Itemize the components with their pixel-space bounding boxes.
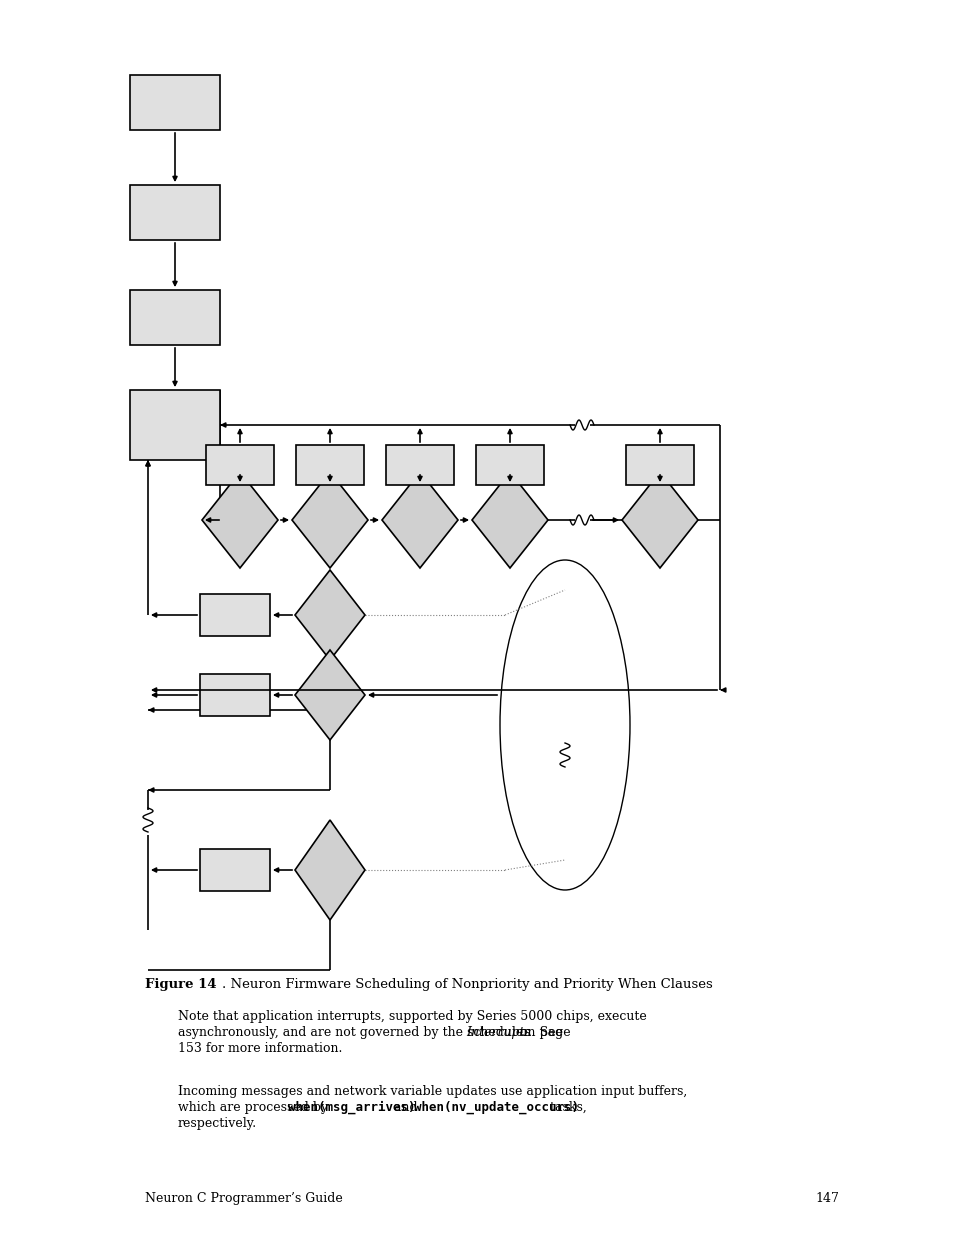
Bar: [200, 674, 270, 716]
Bar: [130, 185, 220, 240]
Text: Note that application interrupts, supported by Series 5000 chips, execute: Note that application interrupts, suppor…: [178, 1010, 646, 1023]
Polygon shape: [294, 650, 365, 740]
Text: which are processed by: which are processed by: [178, 1100, 332, 1114]
Polygon shape: [472, 472, 547, 568]
Bar: [295, 445, 364, 485]
Text: Incoming messages and network variable updates use application input buffers,: Incoming messages and network variable u…: [178, 1086, 686, 1098]
Text: . Neuron Firmware Scheduling of Nonpriority and Priority When Clauses: . Neuron Firmware Scheduling of Nonprior…: [222, 978, 712, 990]
Text: asynchronously, and are not governed by the scheduler.  See: asynchronously, and are not governed by …: [178, 1026, 566, 1039]
Text: and: and: [390, 1100, 421, 1114]
Polygon shape: [294, 571, 365, 659]
Polygon shape: [621, 472, 698, 568]
Text: Figure 14: Figure 14: [145, 978, 216, 990]
Text: Interrupts: Interrupts: [465, 1026, 530, 1039]
Polygon shape: [294, 820, 365, 920]
Text: Neuron C Programmer’s Guide: Neuron C Programmer’s Guide: [145, 1192, 342, 1205]
Bar: [200, 848, 270, 890]
Bar: [130, 290, 220, 345]
Polygon shape: [381, 472, 457, 568]
Bar: [625, 445, 693, 485]
Text: 153 for more information.: 153 for more information.: [178, 1042, 342, 1055]
Bar: [130, 75, 220, 130]
Text: when(nv_update_occurs): when(nv_update_occurs): [414, 1100, 578, 1114]
Text: respectively.: respectively.: [178, 1116, 257, 1130]
Text: 147: 147: [814, 1192, 838, 1205]
Text: tasks,: tasks,: [546, 1100, 586, 1114]
Text: on page: on page: [516, 1026, 570, 1039]
Bar: [476, 445, 543, 485]
Bar: [386, 445, 454, 485]
Polygon shape: [292, 472, 368, 568]
Bar: [200, 594, 270, 636]
Bar: [206, 445, 274, 485]
Bar: [130, 390, 220, 459]
Text: when(msg_arrives): when(msg_arrives): [288, 1100, 416, 1114]
Polygon shape: [202, 472, 277, 568]
